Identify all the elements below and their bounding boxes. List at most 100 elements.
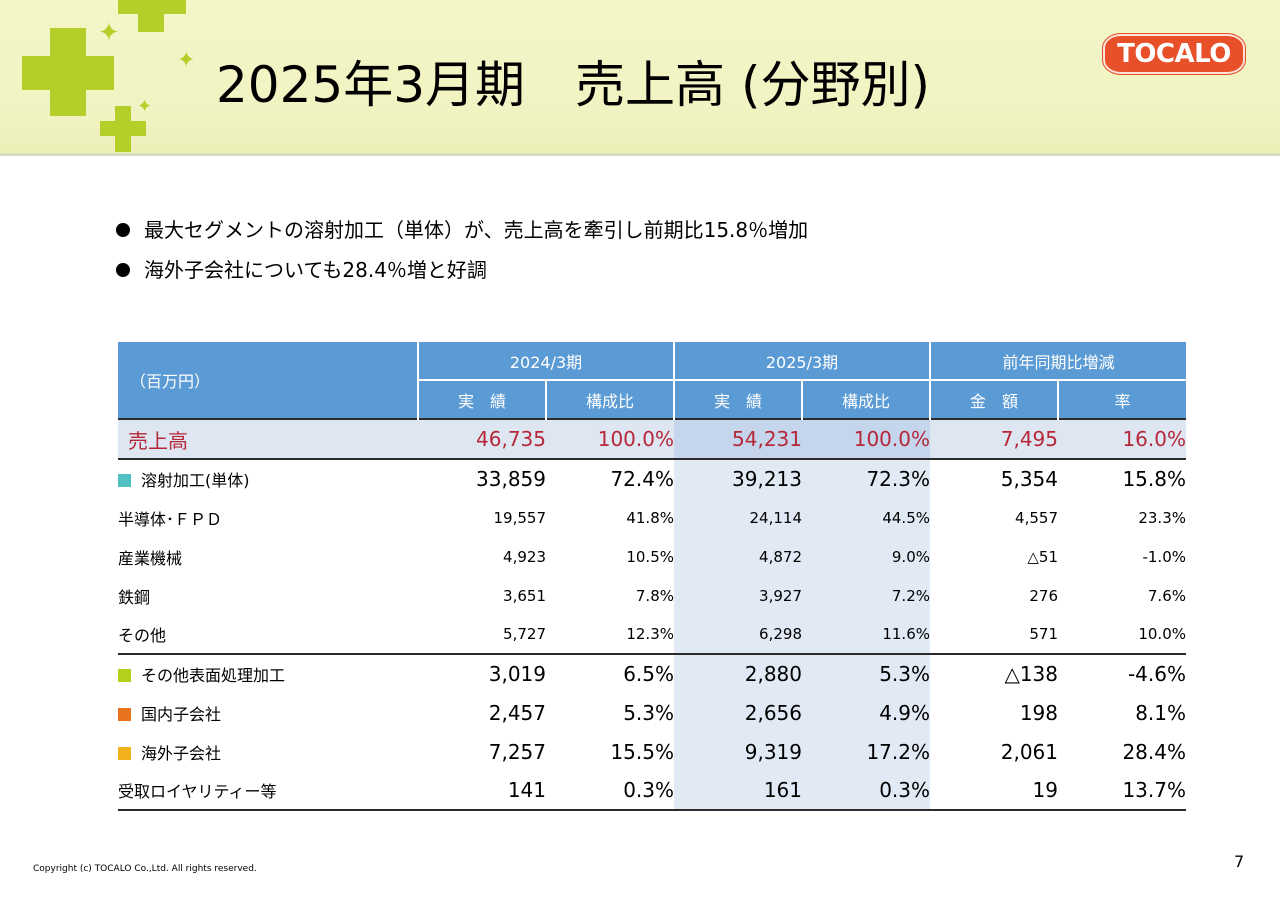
table-cell: 5,354	[1000, 467, 1058, 491]
table-cell: 28.4%	[1122, 739, 1186, 764]
table-cell: 4,923	[503, 547, 546, 566]
sparkle-icon: ✦	[98, 18, 120, 48]
table-cell: 19,557	[493, 508, 547, 527]
table-cell: 4.9%	[802, 693, 930, 732]
bullet-item: 海外子会社についても28.4％増と好調	[112, 250, 808, 290]
column-header: 構成比	[801, 379, 930, 419]
table-cell: 5.3%	[802, 653, 930, 693]
table-cell: 72.3%	[802, 459, 930, 498]
table-cell: -4.6%	[1058, 653, 1186, 693]
table-cell: 276	[1029, 586, 1058, 605]
period-header: 前年同期比増減	[929, 342, 1186, 380]
summary-bullets: 最大セグメントの溶射加工（単体）が、売上高を牽引し前期比15.8％増加 海外子会…	[112, 210, 808, 290]
table-cell: 15.8%	[1122, 467, 1186, 491]
bullet-item: 最大セグメントの溶射加工（単体）が、売上高を牽引し前期比15.8％増加	[112, 210, 808, 250]
company-logo: TOCALO	[1103, 34, 1245, 74]
column-header: 実 績	[417, 379, 546, 419]
legend-marker-icon	[118, 669, 131, 682]
sparkle-icon: ✦	[177, 48, 196, 73]
table-cell: 39,213	[674, 459, 802, 498]
table-cell: 100.0%	[802, 418, 930, 460]
unit-label: （百万円）	[118, 342, 418, 419]
legend-marker-icon	[118, 746, 131, 760]
bullet-dot-icon	[116, 263, 130, 277]
row-label: 売上高	[118, 418, 418, 460]
table-cell: 6,298	[674, 615, 802, 654]
table-cell: 23.3%	[1138, 508, 1186, 527]
table-cell: 54,231	[674, 418, 802, 460]
row-label: 海外子会社	[118, 732, 418, 771]
table-cell: 33,859	[476, 467, 546, 491]
table-cell: 11.6%	[802, 615, 930, 654]
table-cell: 161	[674, 771, 802, 811]
table-cell: 44.5%	[802, 498, 930, 537]
table-cell: 2,457	[488, 700, 546, 725]
column-header: 実 績	[673, 379, 802, 419]
decorative-cross-large-h	[22, 56, 114, 90]
table-cell: 3,651	[503, 586, 546, 605]
table-cell: △138	[930, 653, 1058, 693]
table-cell: 4,872	[674, 537, 802, 576]
row-label: 国内子会社	[118, 693, 418, 732]
table-cell: 9,319	[674, 732, 802, 771]
row-label: その他表面処理加工	[118, 653, 418, 693]
table-cell: 2,061	[1000, 739, 1058, 764]
table-cell: 3,927	[674, 576, 802, 615]
table-cell: 10.5%	[626, 547, 674, 566]
bullet-text: 最大セグメントの溶射加工（単体）が、売上高を牽引し前期比15.8％増加	[144, 218, 809, 242]
table-row: 鉄鋼 3,651 7.8% 3,927 7.2% 276 7.6%	[118, 576, 1186, 615]
table-cell: 2,880	[674, 653, 802, 693]
row-label: 産業機械	[118, 548, 183, 568]
table-cell: 7.2%	[802, 576, 930, 615]
table-row: 溶射加工(単体) 33,859 72.4% 39,213 72.3% 5,354…	[118, 459, 1186, 498]
table-cell: 571	[1029, 625, 1058, 643]
table-cell: 198	[1019, 700, 1058, 725]
table-row: その他 5,727 12.3% 6,298 11.6% 571 10.0%	[118, 615, 1186, 654]
table-cell: 5,727	[503, 625, 546, 643]
table-row: 半導体･ＦＰＤ 19,557 41.8% 24,114 44.5% 4,557 …	[118, 498, 1186, 537]
table-cell: 12.3%	[626, 625, 674, 643]
copyright-footer: Copyright (c) TOCALO Co.,Ltd. All rights…	[33, 864, 257, 874]
column-header: 構成比	[545, 379, 674, 419]
table-cell: 5.3%	[623, 700, 674, 725]
table-row: 国内子会社 2,457 5.3% 2,656 4.9% 198 8.1%	[118, 693, 1186, 732]
table-cell: 0.3%	[546, 771, 674, 811]
table-cell: 24,114	[674, 498, 802, 537]
table-cell: 7.6%	[1147, 586, 1186, 605]
sparkle-icon: ✦	[137, 96, 153, 117]
legend-marker-icon	[118, 707, 131, 721]
row-label: 半導体･ＦＰＤ	[118, 509, 223, 529]
bullet-dot-icon	[116, 223, 130, 237]
sales-by-segment-table: （百万円） 2024/3期 2025/3期 前年同期比増減 実 績 構成比 実 …	[118, 342, 1186, 811]
table-row: 産業機械 4,923 10.5% 4,872 9.0% △51 -1.0%	[118, 537, 1186, 576]
table-cell: 141	[418, 771, 546, 811]
table-row: 海外子会社 7,257 15.5% 9,319 17.2% 2,061 28.4…	[118, 732, 1186, 771]
table-cell: △51	[1027, 547, 1058, 566]
total-row: 売上高 46,735 100.0% 54,231 100.0% 7,495 16…	[118, 418, 1186, 460]
table-cell: 17.2%	[802, 732, 930, 771]
table-cell: 15.5%	[610, 739, 674, 764]
decorative-cross-small-h	[100, 121, 146, 136]
row-label: 受取ロイヤリティー等	[118, 771, 418, 811]
table-cell: 9.0%	[802, 537, 930, 576]
column-header: 金 額	[929, 379, 1058, 419]
table-cell: 4,557	[1015, 508, 1058, 527]
row-label: 鉄鋼	[118, 587, 151, 607]
decorative-cross-top-h	[118, 0, 186, 14]
table-cell: 2,656	[674, 693, 802, 732]
table-cell: 7.8%	[635, 586, 674, 605]
table-cell: 100.0%	[546, 418, 674, 460]
table-row: その他表面処理加工 3,019 6.5% 2,880 5.3% △138 -4.…	[118, 653, 1186, 693]
table-cell: 41.8%	[626, 508, 674, 527]
bullet-text: 海外子会社についても28.4％増と好調	[144, 258, 487, 282]
table-cell: 7,495	[930, 418, 1058, 460]
legend-marker-icon	[118, 474, 131, 487]
row-label: その他	[118, 626, 167, 645]
table-cell: 19	[930, 771, 1058, 811]
page-number: 7	[1234, 852, 1245, 871]
page-title: 2025年3月期 売上高 (分野別)	[216, 56, 930, 114]
table-cell: 72.4%	[610, 467, 674, 491]
table-cell: 13.7%	[1058, 771, 1186, 811]
table-cell: 3,019	[418, 653, 546, 693]
table-cell: 10.0%	[1138, 625, 1186, 643]
